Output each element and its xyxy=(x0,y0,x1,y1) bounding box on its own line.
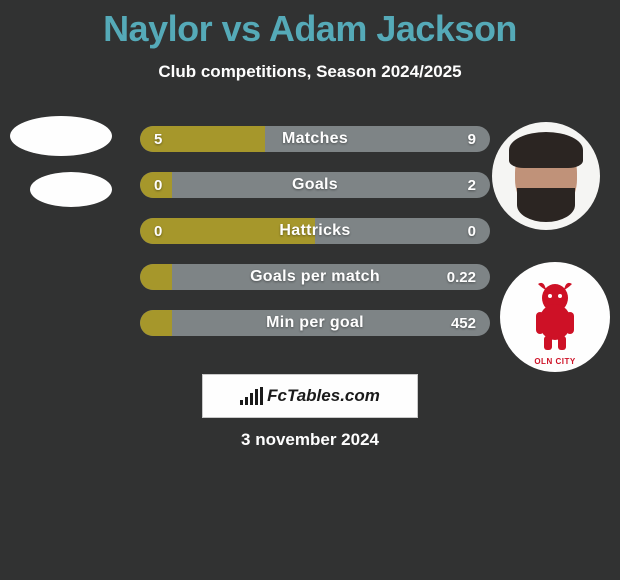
comparison-bars: 59Matches 02Goals 00Hattricks 0.22Goals per… xyxy=(140,126,490,356)
fctables-watermark: FcTables.com xyxy=(202,374,418,418)
beard-shape xyxy=(517,188,575,222)
stat-bar: 00Hattricks xyxy=(140,218,490,244)
stat-label: Matches xyxy=(140,126,490,152)
stat-bar: 02Goals xyxy=(140,172,490,198)
stat-label: Hattricks xyxy=(140,218,490,244)
bars-icon xyxy=(240,387,263,405)
stat-label: Goals xyxy=(140,172,490,198)
fctables-text: FcTables.com xyxy=(267,386,380,406)
player-right-club-logo: OLN CITY xyxy=(500,262,610,372)
subtitle: Club competitions, Season 2024/2025 xyxy=(0,62,620,82)
imp-icon xyxy=(524,278,586,356)
player-left-avatar xyxy=(10,116,112,156)
page-title: Naylor vs Adam Jackson xyxy=(0,0,620,50)
stat-label: Goals per match xyxy=(140,264,490,290)
player-left-club-logo xyxy=(30,172,112,207)
player-right-avatar xyxy=(492,122,600,230)
stat-label: Min per goal xyxy=(140,310,490,336)
stat-bar: 0.22Goals per match xyxy=(140,264,490,290)
stat-bar: 59Matches xyxy=(140,126,490,152)
hair-shape xyxy=(509,132,583,168)
stat-bar: 452Min per goal xyxy=(140,310,490,336)
date-text: 3 november 2024 xyxy=(0,430,620,450)
club-logo-caption: OLN CITY xyxy=(500,357,610,366)
